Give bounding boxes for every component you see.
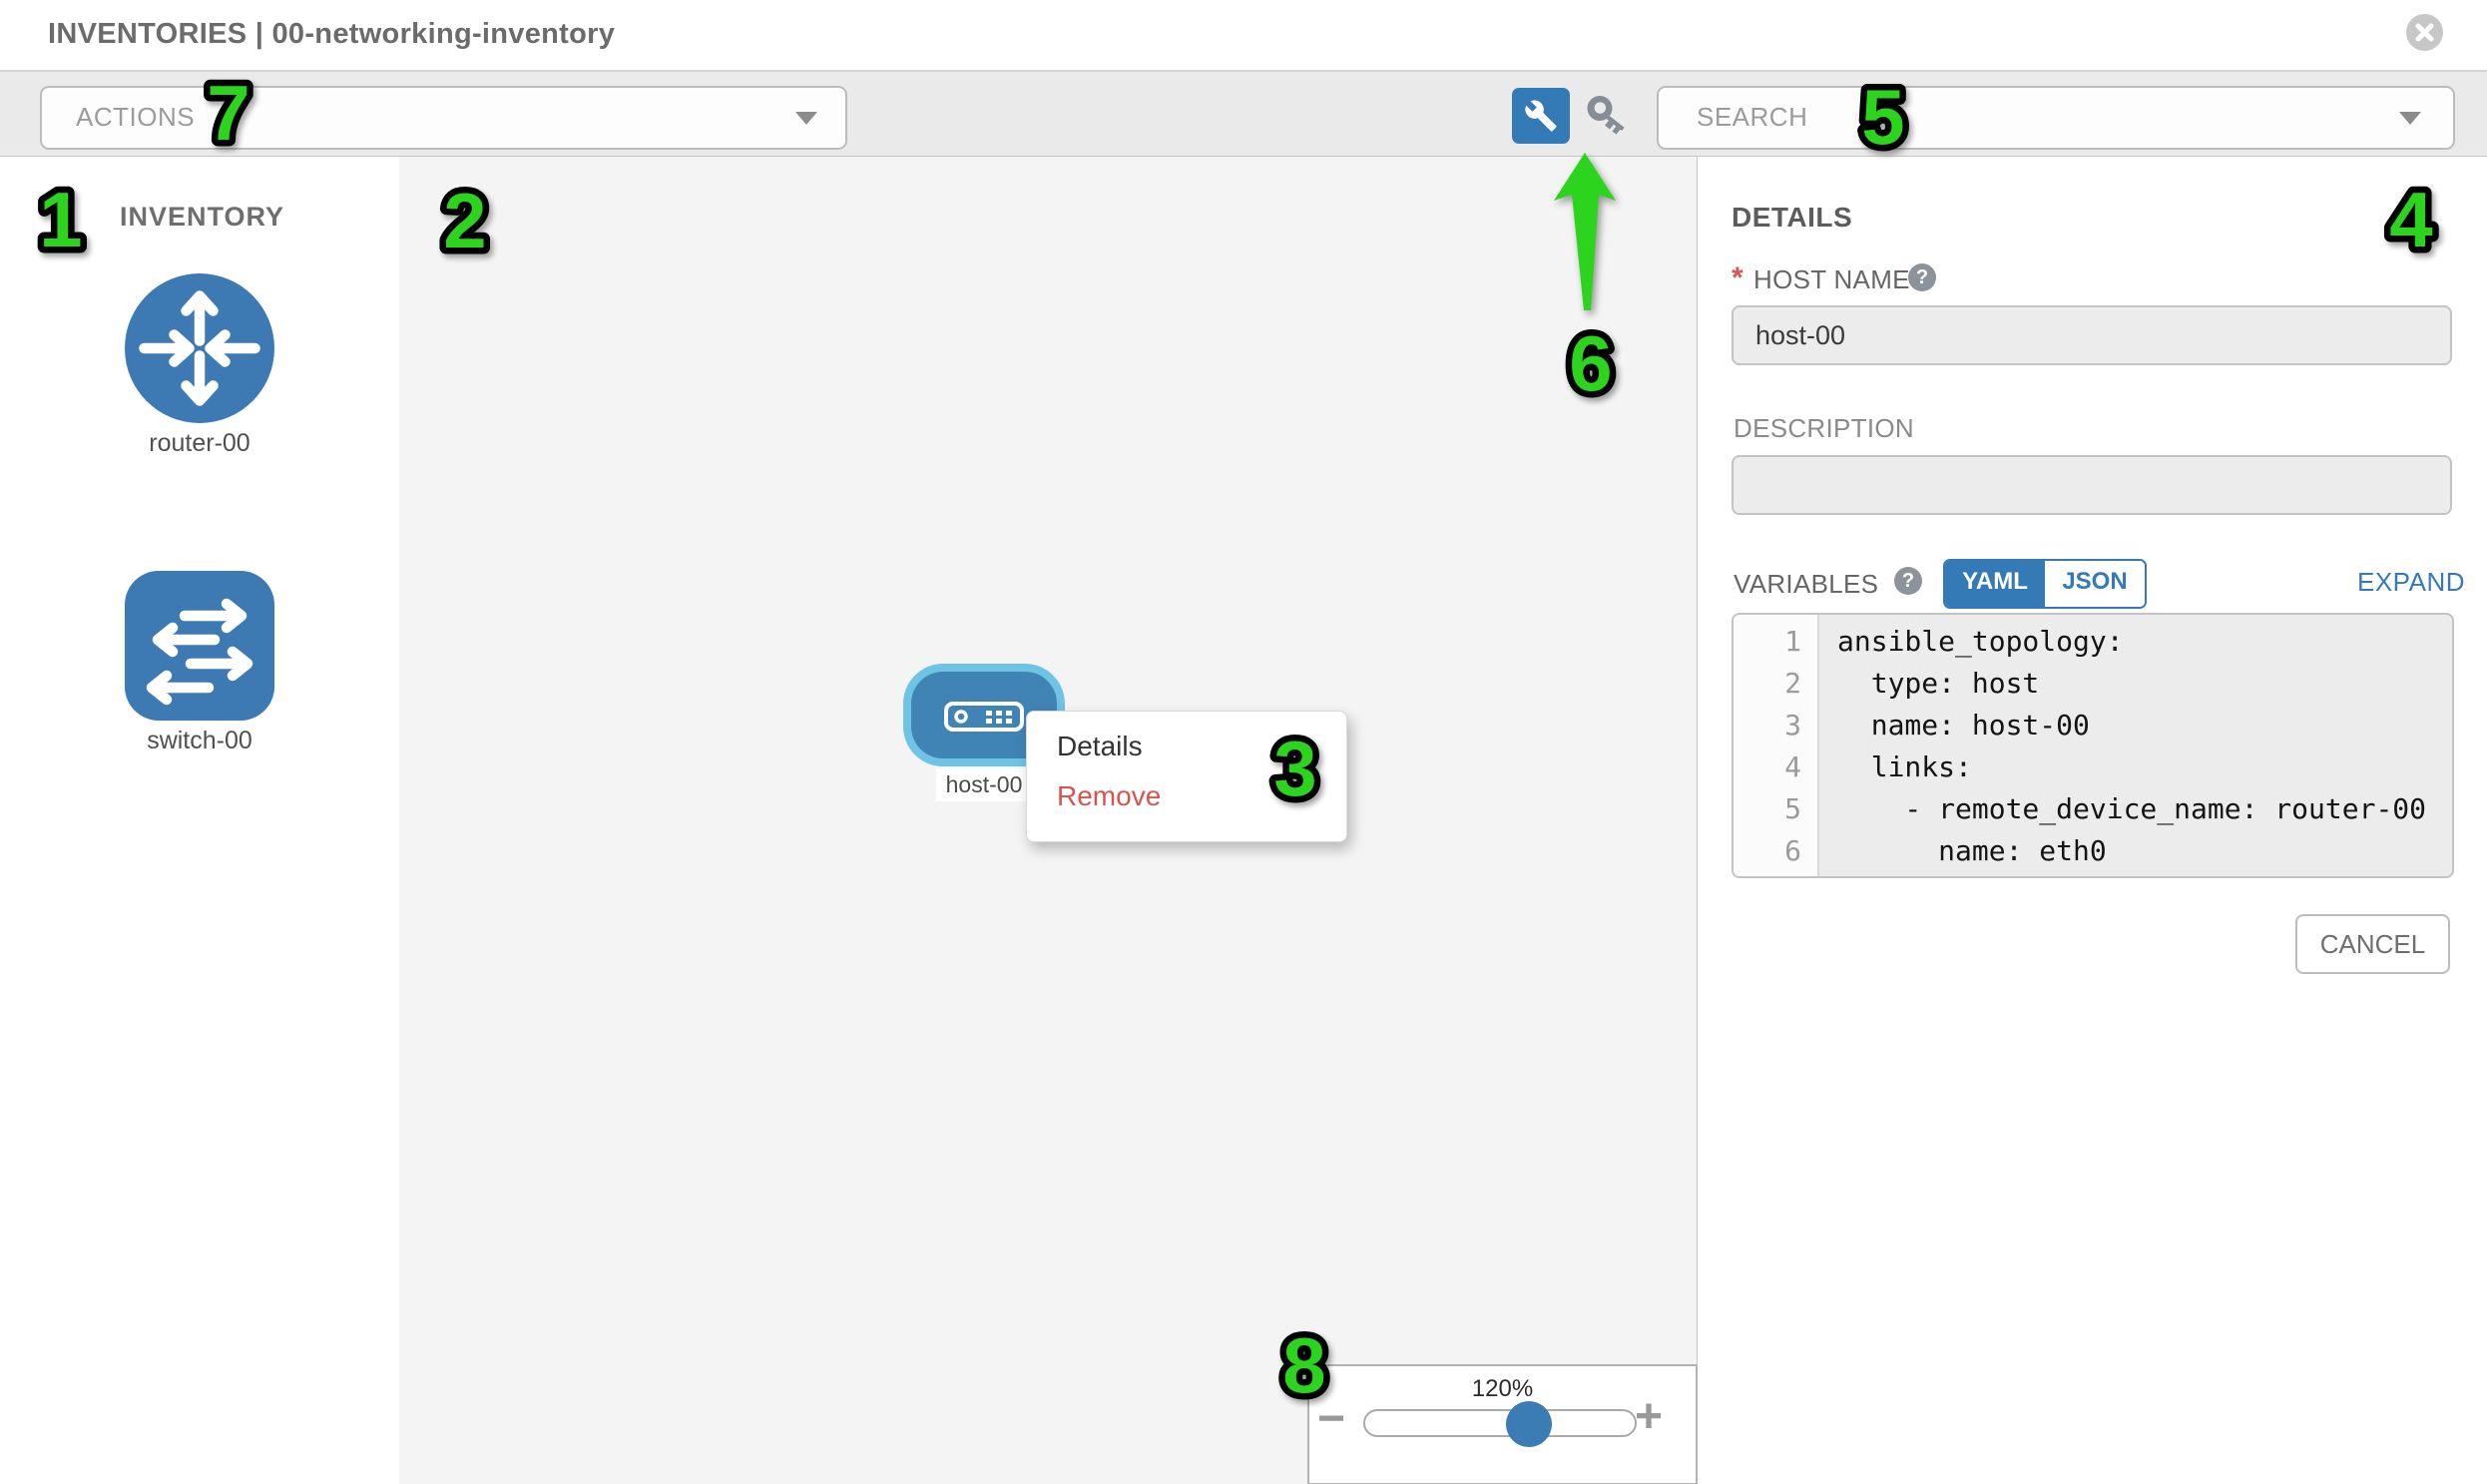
close-icon[interactable] [2406, 14, 2443, 51]
line-text: remote_interface_name: eth0 [1817, 872, 2392, 876]
line-text: ansible_topology: [1837, 625, 2124, 658]
key-tool-button[interactable] [1580, 94, 1630, 144]
description-label: DESCRIPTION [1734, 413, 1914, 443]
line-text: name: eth0 [1837, 834, 2107, 867]
line-number: 3 [1784, 709, 1801, 742]
help-icon[interactable]: ? [1894, 567, 1922, 595]
header-bar: INVENTORIES | 00-networking-inventory [0, 0, 2487, 72]
zoom-slider-track[interactable] [1363, 1409, 1637, 1437]
editor-content: 1 ansible_topology: 2 type: host 3 name:… [1734, 621, 2452, 876]
key-icon [1587, 95, 1625, 135]
line-text: - remote_device_name: router-00 [1837, 792, 2427, 825]
line-number: 1 [1784, 625, 1801, 658]
details-heading: DETAILS [1732, 202, 1853, 233]
actions-dropdown[interactable]: ACTIONS [40, 86, 847, 150]
chevron-down-icon [2399, 112, 2421, 125]
chevron-down-icon [795, 112, 817, 125]
code-line: 1 ansible_topology: [1734, 621, 2452, 663]
switch-icon [146, 598, 253, 706]
x-glyph [2415, 23, 2434, 42]
code-line: 6 name: eth0 [1734, 830, 2452, 872]
node-context-menu: Details Remove [1026, 711, 1347, 842]
line-number: 2 [1784, 667, 1801, 700]
router-icon [139, 290, 260, 406]
expand-link[interactable]: EXPAND [2357, 567, 2465, 597]
code-line: 5 - remote_device_name: router-00 [1734, 788, 2452, 830]
host-name-field[interactable]: host-00 [1732, 305, 2452, 365]
context-menu-item-details[interactable]: Details [1057, 731, 1143, 761]
toggle-yaml-button[interactable]: YAML [1945, 561, 2045, 607]
code-line: 3 name: host-00 [1734, 705, 2452, 746]
line-text: name: host-00 [1837, 709, 2090, 742]
zoom-out-button[interactable]: − [1317, 1392, 1346, 1445]
page-title: INVENTORIES | 00-networking-inventory [48, 18, 616, 50]
sidebar-heading: INVENTORY [120, 202, 285, 232]
description-field[interactable] [1732, 455, 2452, 515]
variables-format-toggle: YAML JSON [1943, 559, 2147, 609]
wrench-icon [1525, 100, 1557, 132]
line-number: 5 [1784, 792, 1801, 825]
sidebar-item-switch[interactable] [125, 571, 274, 721]
zoom-slider-thumb[interactable] [1506, 1401, 1552, 1447]
sidebar-item-router[interactable] [125, 273, 274, 423]
line-number: 4 [1784, 750, 1801, 783]
search-input[interactable]: SEARCH [1657, 86, 2455, 150]
zoom-in-button[interactable]: + [1635, 1390, 1664, 1443]
line-text: links: [1837, 750, 1972, 783]
line-text: type: host [1837, 667, 2040, 700]
code-line: 7 remote_interface_name: eth0 [1734, 872, 2452, 876]
variables-code-editor[interactable]: 1 ansible_topology: 2 type: host 3 name:… [1732, 613, 2454, 878]
toolbox-wrench-button[interactable] [1512, 88, 1570, 144]
line-number: 6 [1784, 834, 1801, 867]
help-icon[interactable]: ? [1908, 263, 1936, 291]
server-icon [944, 702, 1024, 732]
actions-placeholder: ACTIONS [76, 102, 196, 132]
code-line: 2 type: host [1734, 663, 2452, 705]
editor-gutter [1734, 615, 1819, 876]
toggle-json-button[interactable]: JSON [2045, 561, 2145, 607]
code-line: 4 links: [1734, 746, 2452, 788]
search-placeholder: SEARCH [1697, 102, 1808, 132]
cancel-button[interactable]: CANCEL [2295, 914, 2450, 974]
required-marker: * [1732, 261, 1743, 294]
host-node-label: host-00 [936, 768, 1032, 801]
sidebar-item-label: router-00 [149, 429, 250, 457]
zoom-level-value: 120% [1471, 1375, 1534, 1402]
sidebar-item-label: switch-00 [147, 727, 252, 754]
variables-label: VARIABLES [1734, 569, 1879, 599]
context-menu-item-remove[interactable]: Remove [1057, 780, 1162, 811]
host-name-label: HOST NAME [1753, 264, 1910, 294]
line-number: 7 [1734, 872, 1817, 876]
